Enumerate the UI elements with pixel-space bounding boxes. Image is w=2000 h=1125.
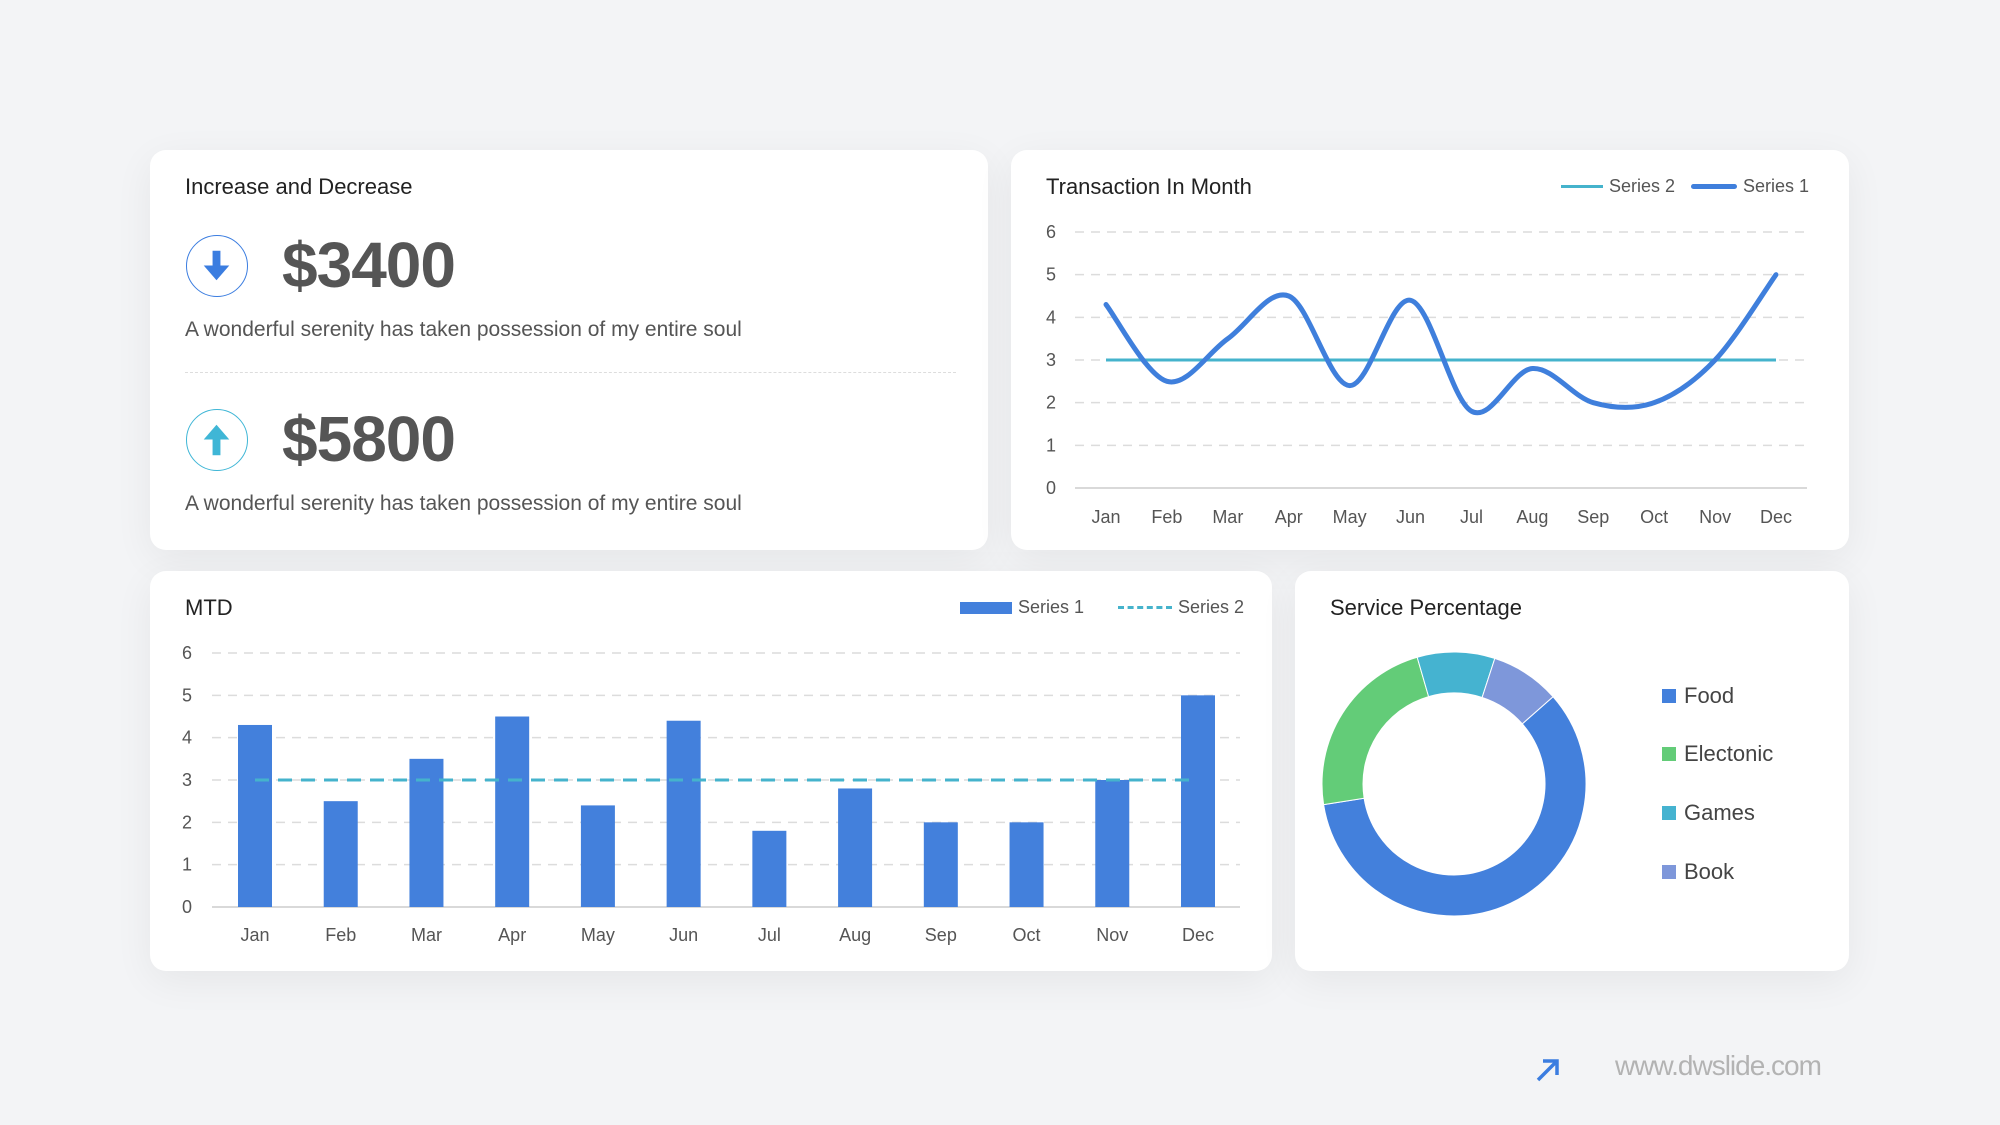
legend-label: Series 1 [1018,597,1085,617]
legend-series-2: Series 2 [1561,176,1675,197]
bar-dec [1181,695,1215,907]
legend-label: Series 1 [1743,176,1810,196]
x-tick-label: May [581,925,615,945]
legend-series-1: Series 1 [960,597,1084,618]
bar-apr [495,716,530,907]
legend-swatch [1561,185,1603,188]
x-tick-label: May [1333,507,1367,527]
bar-jan [238,724,272,907]
y-tick-label: 2 [1046,393,1056,413]
arrow-up-icon [186,409,248,471]
x-tick-label: Jun [1396,507,1425,527]
bar-may [580,805,615,907]
legend-label: Series 2 [1178,597,1245,617]
x-tick-label: Aug [1516,507,1548,527]
y-tick-label: 0 [1046,478,1056,498]
increase-decrease-card: Increase and Decrease $3400 A wonderful … [150,150,988,550]
x-tick-label: Apr [1275,507,1303,527]
x-tick-label: Jan [240,925,269,945]
legend-electonic: Electonic [1662,741,1773,767]
x-tick-label: Jul [1460,507,1483,527]
slice-games [1416,651,1496,699]
slice-book [1481,657,1554,725]
watermark-text: www.dwslide.com [1615,1050,1822,1081]
y-tick-label: 5 [182,685,192,705]
bar-sep [923,822,958,907]
x-tick-label: Dec [1182,925,1214,945]
y-tick-label: 1 [182,855,192,875]
donut-chart [1321,651,1587,917]
bar-aug [838,788,873,907]
x-tick-label: Apr [498,925,526,945]
chart-title: Transaction In Month [1046,174,1252,199]
increase-value: $5800 [282,403,456,475]
bar-jun [666,720,701,907]
increase-description: A wonderful serenity has taken possessio… [185,492,742,515]
x-tick-label: Nov [1096,925,1128,945]
y-tick-label: 6 [1046,222,1056,242]
legend-book: Book [1662,859,1734,885]
x-tick-label: Mar [411,925,442,945]
legend-swatch [1662,806,1676,820]
bar-mar [409,758,444,907]
legend-swatch [1662,865,1676,879]
slice-food [1323,696,1587,917]
x-tick-label: Mar [1212,507,1243,527]
x-tick-label: Jun [669,925,698,945]
legend-swatch [1662,689,1676,703]
y-tick-label: 3 [182,770,192,790]
legend-swatch [1691,184,1737,189]
x-tick-label: Sep [925,925,957,945]
legend-swatch [1662,747,1676,761]
y-tick-label: 5 [1046,265,1056,285]
line-chart: 0 1 2 3 4 5 6 Jan Feb Mar Apr May Jun Jul Aug Sep Oct Nov… [1046,222,1807,527]
service-percentage-card: Service Percentage Food Electonic Games … [1295,571,1849,971]
y-tick-label: 4 [1046,307,1056,327]
legend-series-1: Series 1 [1691,176,1809,197]
y-tick-label: 2 [182,812,192,832]
legend-label: Electonic [1684,741,1774,766]
x-tick-label: Jul [758,925,781,945]
legend-series-2: Series 2 [1118,597,1244,618]
card-title: Increase and Decrease [185,174,413,199]
y-tick-label: 1 [1046,435,1056,455]
bar-nov [1095,780,1130,907]
legend-label: Book [1684,859,1735,884]
x-tick-label: Aug [839,925,871,945]
divider [185,372,956,373]
bar-chart: 0 1 2 3 4 5 6 Jan Feb Mar Apr May Jun Jul Aug Sep Oct Nov… [182,643,1240,945]
legend-swatch [960,601,1012,614]
x-tick-label: Nov [1699,507,1731,527]
legend-food: Food [1662,683,1734,709]
y-tick-label: 3 [1046,350,1056,370]
slice-electonic [1321,656,1430,806]
y-tick-label: 4 [182,728,192,748]
y-tick-label: 0 [182,897,192,917]
y-tick-label: 6 [182,643,192,663]
x-tick-label: Sep [1577,507,1609,527]
x-tick-label: Jan [1091,507,1120,527]
x-tick-label: Oct [1640,507,1668,527]
bar-jul [752,830,787,907]
legend-label: Food [1684,683,1735,708]
series-1-line [1103,272,1779,416]
x-tick-label: Feb [1151,507,1182,527]
chart-title: MTD [185,595,233,620]
x-tick-label: Dec [1760,507,1792,527]
bar-oct [1009,822,1044,907]
arrow-up-right-icon [1536,1059,1559,1082]
decrease-description: A wonderful serenity has taken possessio… [185,318,742,341]
bar-feb [323,801,358,907]
decrease-value: $3400 [282,229,456,301]
x-tick-label: Oct [1013,925,1041,945]
legend-games: Games [1662,800,1755,826]
chart-title: Service Percentage [1330,595,1522,620]
mtd-chart-card: MTD Series 1 Series 2 0 1 2 3 4 5 6 Jan Feb Mar Ap… [150,571,1272,971]
legend-label: Games [1684,800,1755,825]
legend-label: Series 2 [1609,176,1676,196]
transaction-chart-card: Transaction In Month Series 2 Series 1 0… [1011,150,1849,550]
legend-swatch [1118,606,1172,609]
arrow-down-icon [186,235,248,297]
x-tick-label: Feb [325,925,356,945]
